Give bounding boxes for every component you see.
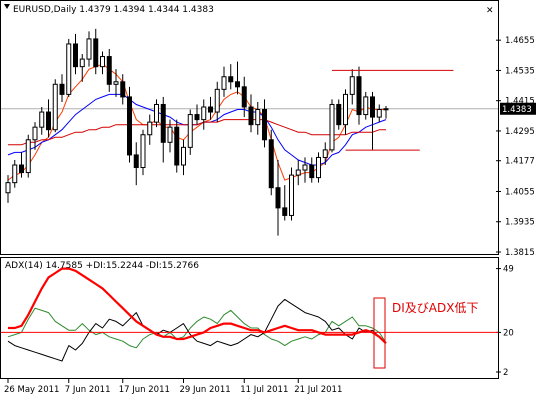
- current-price-label: 1.4383: [502, 105, 532, 115]
- adx-indicator-label: ADX(14) 14.7585 +DI:15.2244 -DI:15.2766: [5, 261, 199, 271]
- candle-body-up: [155, 104, 159, 122]
- candle-body-down: [310, 165, 314, 178]
- candle-body-down: [94, 39, 98, 67]
- candle-body-down: [107, 57, 111, 85]
- candle-body-up: [364, 97, 368, 115]
- candle-body-up: [256, 110, 260, 125]
- adx-axis-label: 49: [503, 265, 514, 275]
- candle-body-down: [371, 97, 375, 117]
- candle-body-down: [134, 155, 138, 168]
- candle-body-down: [269, 140, 273, 188]
- chart-title: EURUSD,Daily 1.4379 1.4394 1.4344 1.4383: [13, 5, 214, 15]
- candle-body-up: [40, 112, 44, 127]
- time-axis-label: 11 Jul 2011: [240, 385, 288, 395]
- candle-body-up: [323, 150, 327, 158]
- candle-body-up: [114, 82, 118, 85]
- candle-body-down: [121, 82, 125, 97]
- candle-body-down: [283, 208, 287, 216]
- candle-body-down: [209, 107, 213, 112]
- candle-body-up: [141, 135, 145, 168]
- candle-body-down: [175, 127, 179, 165]
- candle-body-up: [87, 39, 91, 59]
- candle-body-down: [229, 77, 233, 82]
- annotation-text: DI及びADX低下: [392, 301, 478, 315]
- candle: [128, 87, 132, 163]
- candle-body-down: [47, 112, 51, 130]
- candle: [175, 120, 179, 173]
- time-axis-label: 26 May 2011: [4, 385, 59, 395]
- time-axis-label: 21 Jul 2011: [294, 385, 342, 395]
- price-axis-label: 1.4055: [505, 187, 535, 197]
- candle-body-down: [337, 104, 341, 124]
- candle-body-down: [20, 165, 24, 173]
- candle-body-up: [330, 104, 334, 149]
- candle-body-down: [74, 44, 78, 67]
- candle-body-up: [26, 140, 30, 173]
- candle-body-up: [202, 107, 206, 120]
- candle-body-up: [33, 127, 37, 140]
- candle-body-up: [344, 94, 348, 124]
- candle-body-down: [249, 107, 253, 125]
- candle: [67, 39, 71, 97]
- current-price-marker: 1.4383: [500, 103, 536, 115]
- candle-body-up: [168, 127, 172, 142]
- price-axis-label: 1.4177: [505, 157, 535, 167]
- candle-body-down: [195, 115, 199, 120]
- candle-body-down: [161, 104, 165, 142]
- candle-body-down: [263, 110, 267, 140]
- candle: [53, 79, 57, 132]
- candle-body-down: [242, 87, 246, 107]
- price-axis-label: 1.4535: [505, 66, 535, 76]
- time-axis-label: 7 Jun 2011: [65, 385, 111, 395]
- time-axis-label: 29 Jun 2011: [180, 385, 231, 395]
- close-chart-button[interactable]: ✕: [486, 6, 494, 16]
- candle-body-up: [182, 147, 186, 165]
- candle-body-up: [377, 110, 381, 118]
- candle-body-up: [6, 183, 10, 193]
- candle-body-up: [317, 157, 321, 177]
- candle-body-down: [357, 77, 361, 115]
- candle-body-up: [215, 89, 219, 112]
- candle-body-up: [350, 77, 354, 95]
- candle-body-up: [148, 122, 152, 135]
- candle: [330, 99, 334, 152]
- candle-body-up: [188, 115, 192, 148]
- candle-body-up: [13, 165, 17, 183]
- adx-axis-label: 20: [503, 328, 514, 338]
- candle-body-up: [296, 170, 300, 175]
- price-axis-label: 1.4295: [505, 127, 535, 137]
- adx-axis-label: 2: [503, 368, 508, 378]
- candle: [290, 168, 294, 221]
- candle-body-up: [67, 44, 71, 94]
- candle-body-up: [303, 165, 307, 170]
- candle-body-up: [222, 77, 226, 90]
- candle-body-down: [128, 97, 132, 155]
- price-axis-label: 1.3815: [505, 248, 535, 258]
- candle-body-up: [290, 175, 294, 215]
- candle-body-down: [236, 82, 240, 87]
- close-icon[interactable]: ✕: [486, 6, 494, 16]
- time-axis-label: 17 Jun 2011: [119, 385, 170, 395]
- candle-body-up: [384, 109, 388, 110]
- price-axis-label: 1.3935: [505, 218, 535, 228]
- adx-panel-frame: [1, 258, 499, 379]
- price-axis-label: 1.4655: [505, 36, 535, 46]
- candle-body-up: [53, 84, 57, 129]
- candle-body-up: [80, 59, 84, 67]
- chart-title-bar: EURUSD,Daily 1.4379 1.4394 1.4344 1.4383: [4, 4, 214, 15]
- candle-body-up: [101, 57, 105, 67]
- candle-body-down: [60, 84, 64, 94]
- candle-body-down: [276, 188, 280, 208]
- candle: [26, 135, 30, 178]
- candle: [269, 130, 273, 196]
